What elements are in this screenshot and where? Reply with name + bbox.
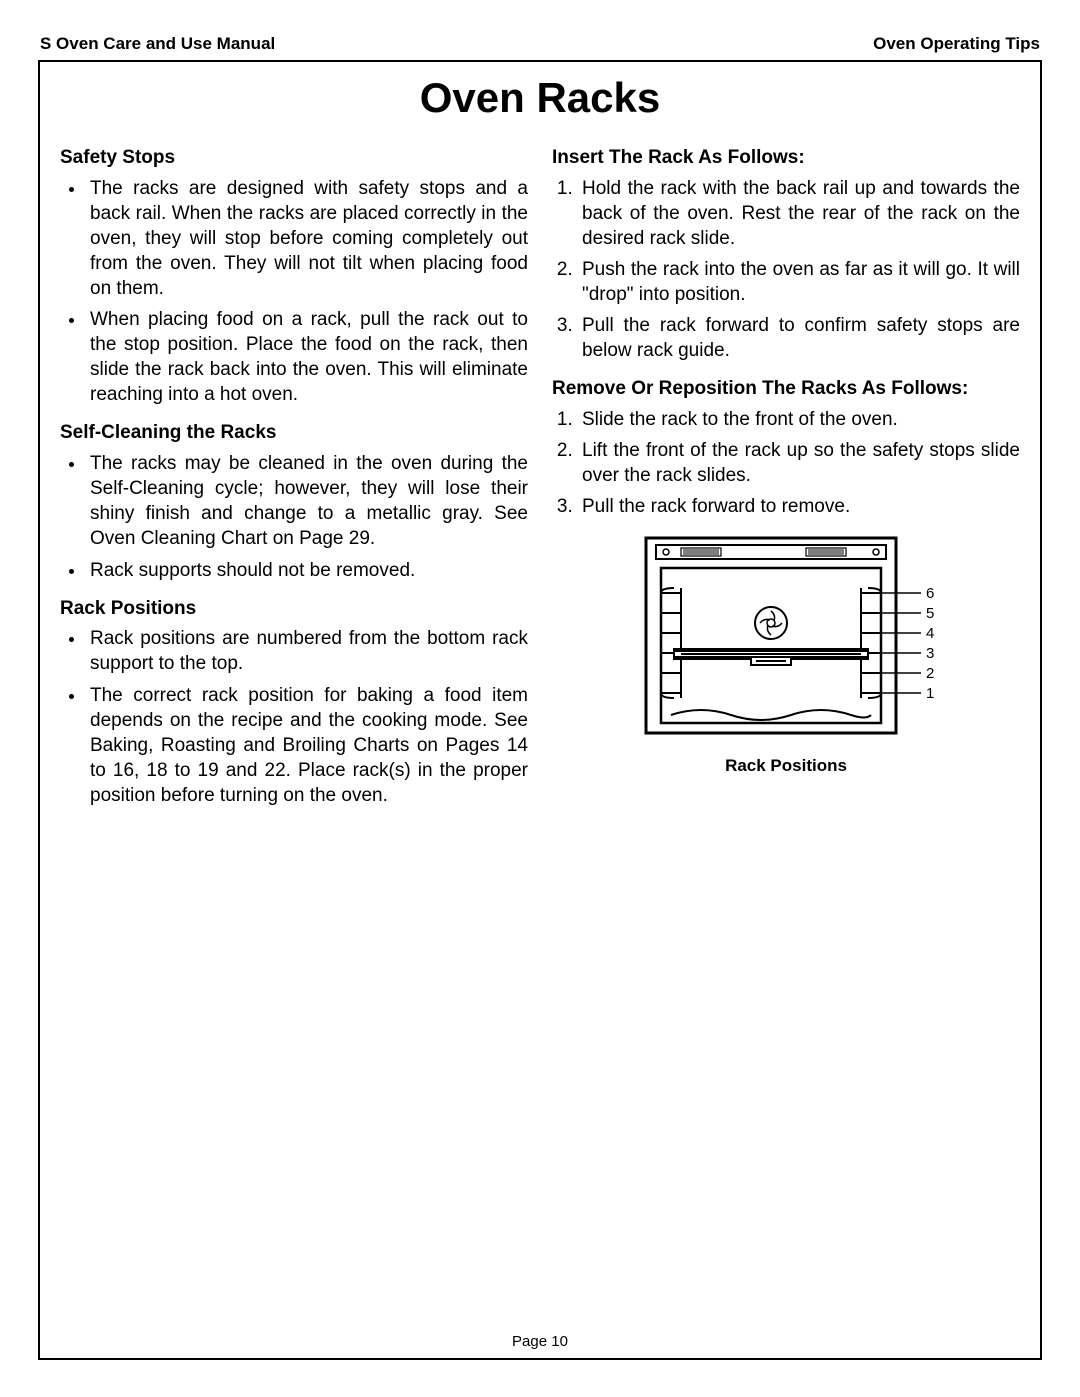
header-left: S Oven Care and Use Manual (40, 34, 275, 54)
rack-label: 2 (926, 665, 934, 682)
list-item: Pull the rack forward to confirm safety … (578, 313, 1020, 363)
rack-label: 3 (926, 645, 934, 662)
oven-diagram-svg: 6 5 4 3 2 1 (626, 533, 946, 743)
diagram-caption: Rack Positions (552, 756, 1020, 776)
section-heading: Remove Or Reposition The Racks As Follow… (552, 377, 1020, 401)
list-item: Slide the rack to the front of the oven. (578, 407, 1020, 432)
content-frame: Oven Racks Safety Stops The racks are de… (38, 60, 1042, 1360)
two-column-layout: Safety Stops The racks are designed with… (60, 140, 1020, 822)
left-column: Safety Stops The racks are designed with… (60, 140, 528, 822)
header-right: Oven Operating Tips (873, 34, 1040, 54)
rack-positions-diagram: 6 5 4 3 2 1 Rack Positions (552, 533, 1020, 776)
page-header: S Oven Care and Use Manual Oven Operatin… (38, 34, 1042, 54)
manual-page: S Oven Care and Use Manual Oven Operatin… (0, 0, 1080, 1397)
list-item: Rack supports should not be removed. (86, 558, 528, 583)
bullet-list: The racks may be cleaned in the oven dur… (60, 451, 528, 582)
section-heading: Rack Positions (60, 597, 528, 621)
bullet-list: Rack positions are numbered from the bot… (60, 626, 528, 808)
rack-label: 4 (926, 625, 934, 642)
section-heading: Self-Cleaning the Racks (60, 421, 528, 445)
list-item: Pull the rack forward to remove. (578, 494, 1020, 519)
list-item: When placing food on a rack, pull the ra… (86, 307, 528, 407)
rack-label: 5 (926, 605, 934, 622)
bullet-list: The racks are designed with safety stops… (60, 176, 528, 408)
list-item: The racks may be cleaned in the oven dur… (86, 451, 528, 551)
section-heading: Safety Stops (60, 146, 528, 170)
numbered-list: Hold the rack with the back rail up and … (552, 176, 1020, 364)
list-item: Hold the rack with the back rail up and … (578, 176, 1020, 251)
page-title: Oven Racks (60, 74, 1020, 122)
right-column: Insert The Rack As Follows: Hold the rac… (552, 140, 1020, 822)
rack-label: 6 (926, 585, 934, 602)
list-item: Push the rack into the oven as far as it… (578, 257, 1020, 307)
rack-label: 1 (926, 685, 934, 702)
list-item: The racks are designed with safety stops… (86, 176, 528, 301)
list-item: The correct rack position for baking a f… (86, 683, 528, 808)
section-heading: Insert The Rack As Follows: (552, 146, 1020, 170)
page-footer: Page 10 (40, 1333, 1040, 1350)
list-item: Lift the front of the rack up so the saf… (578, 438, 1020, 488)
list-item: Rack positions are numbered from the bot… (86, 626, 528, 676)
numbered-list: Slide the rack to the front of the oven.… (552, 407, 1020, 519)
